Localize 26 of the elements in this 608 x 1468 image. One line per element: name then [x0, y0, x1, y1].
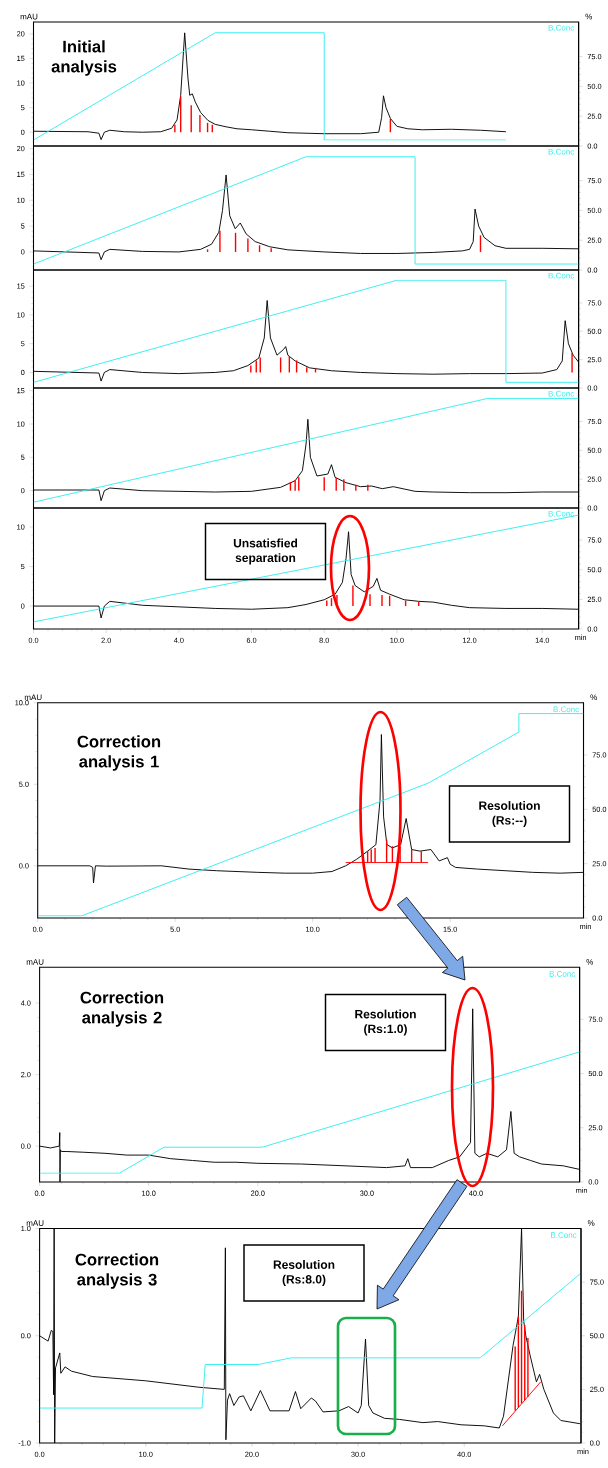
series-label: B.Conc: [548, 390, 575, 397]
line-series: [39, 1273, 581, 1409]
annotation: Resolution (Rs:8.0): [273, 1260, 335, 1286]
series-label: B.Conc: [548, 510, 575, 517]
text: B.Conc: [548, 148, 575, 155]
text: Correction analysis 2: [80, 991, 164, 1027]
text: Correction analysis 1: [77, 735, 161, 771]
y-axis-title: mAU: [20, 13, 38, 20]
y2-axis-title: %: [586, 959, 594, 965]
text: B.Conc: [548, 24, 575, 31]
text: Initial analysis: [51, 40, 117, 76]
text: B.Conc: [548, 272, 575, 279]
text: Correction analysis 3: [75, 1253, 159, 1289]
y-axis-title: mAU: [26, 1220, 44, 1226]
text: B.Conc: [549, 971, 576, 977]
line-series: [37, 713, 584, 917]
annotation: Resolution (Rs:1.0): [355, 1009, 416, 1036]
text: B.Conc: [551, 1232, 577, 1238]
y-axis-title: mAU: [24, 694, 42, 701]
y-axis-title: mAU: [26, 959, 44, 965]
series-label: B.Conc: [553, 706, 579, 713]
y2-axis-title: %: [585, 13, 593, 20]
y2-axis-title: %: [590, 694, 597, 701]
annotation: Unsatisfied separation: [233, 538, 298, 565]
y2-axis-title: %: [587, 1220, 595, 1226]
annotation: Resolution (Rs:--): [479, 801, 540, 827]
